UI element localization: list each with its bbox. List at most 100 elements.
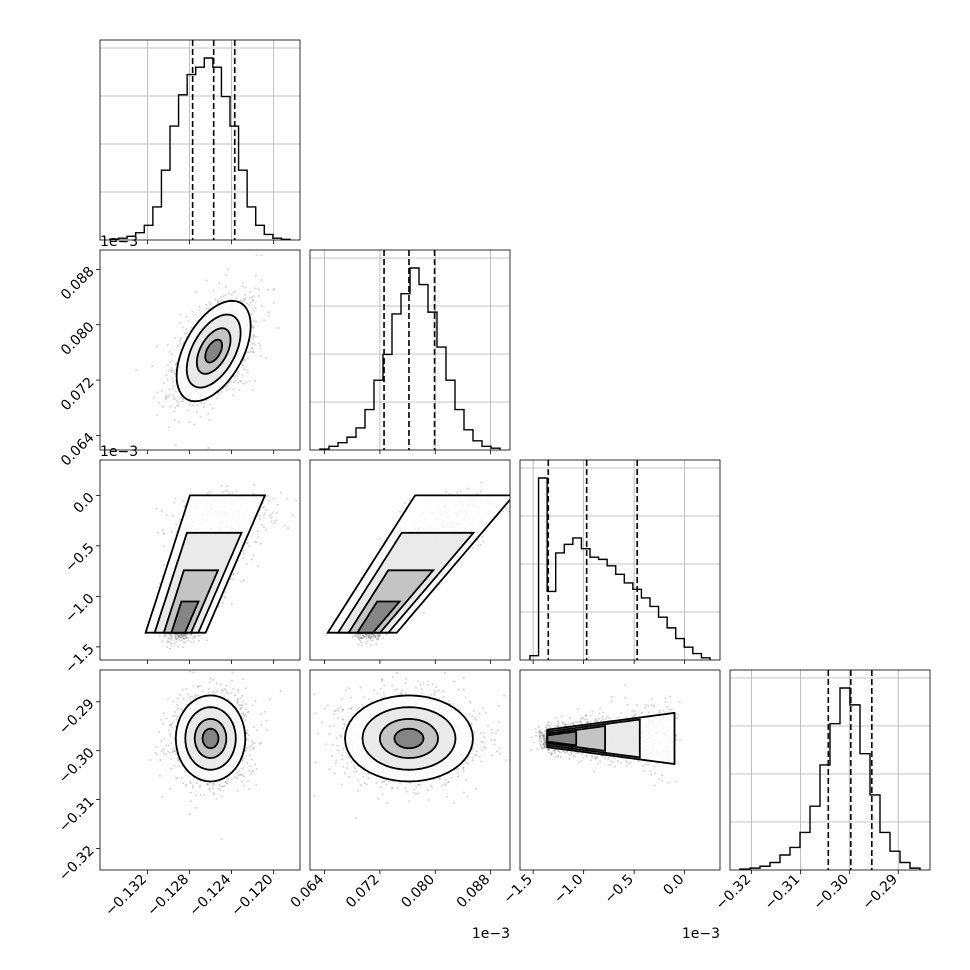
scatter-point bbox=[362, 635, 365, 638]
scatter-point bbox=[182, 398, 185, 401]
scatter-point bbox=[265, 494, 268, 497]
scatter-point bbox=[178, 639, 181, 642]
scatter-point bbox=[360, 641, 363, 644]
scatter-point bbox=[173, 398, 176, 401]
scatter-point bbox=[351, 636, 354, 639]
scatter-point bbox=[189, 781, 192, 784]
scatter-point bbox=[174, 633, 177, 636]
scatter-point bbox=[176, 633, 179, 636]
scatter-point bbox=[252, 746, 255, 749]
scatter-point bbox=[242, 365, 245, 368]
scatter-point bbox=[362, 634, 365, 637]
scatter-point bbox=[170, 644, 173, 647]
scatter-point bbox=[189, 633, 192, 636]
scatter-point bbox=[252, 335, 255, 338]
scatter-point bbox=[189, 640, 192, 643]
scatter-point bbox=[191, 310, 194, 313]
scatter-point bbox=[180, 396, 183, 399]
scatter-point bbox=[177, 635, 180, 638]
scatter-point bbox=[157, 401, 160, 404]
scatter-point bbox=[172, 750, 175, 753]
scatter-point bbox=[252, 326, 255, 329]
panel-content bbox=[520, 460, 720, 660]
scatter-point bbox=[222, 388, 225, 391]
scatter-point bbox=[232, 578, 235, 581]
scatter-point bbox=[476, 492, 479, 495]
scatter-point bbox=[251, 558, 254, 561]
scatter-point bbox=[356, 633, 359, 636]
scatter-point bbox=[180, 636, 183, 639]
scatter-point bbox=[173, 369, 176, 372]
scatter-point bbox=[179, 313, 182, 316]
scatter-point bbox=[165, 514, 168, 517]
scatter-point bbox=[365, 637, 368, 640]
scatter-point bbox=[257, 565, 260, 568]
scatter-point bbox=[252, 326, 255, 329]
scatter-point bbox=[253, 540, 256, 543]
scatter-point bbox=[480, 481, 483, 484]
scatter-point bbox=[182, 637, 185, 640]
histogram-step bbox=[319, 267, 501, 450]
scatter-point bbox=[164, 396, 167, 399]
scatter-point bbox=[254, 274, 257, 277]
scatter-point bbox=[155, 507, 158, 510]
panel-frame bbox=[309, 249, 511, 451]
scatter-point bbox=[162, 533, 165, 536]
scatter-point bbox=[252, 333, 255, 336]
scatter-point bbox=[239, 379, 242, 382]
scatter-point bbox=[250, 312, 253, 315]
scatter-point bbox=[180, 336, 183, 339]
scatter-point bbox=[379, 634, 382, 637]
scatter-point bbox=[286, 497, 289, 500]
scatter-point bbox=[356, 635, 359, 638]
scatter-point bbox=[272, 497, 275, 500]
scatter-point bbox=[185, 636, 188, 639]
scatter-point bbox=[368, 636, 371, 639]
scatter-point bbox=[246, 351, 249, 354]
scatter-point bbox=[359, 636, 362, 639]
scatter-point bbox=[250, 295, 253, 298]
scatter-point bbox=[372, 634, 375, 637]
scatter-point bbox=[174, 444, 177, 447]
scatter-point bbox=[170, 367, 173, 370]
histogram-step bbox=[529, 477, 711, 660]
scatter-point bbox=[365, 633, 368, 636]
scatter-point bbox=[250, 772, 253, 775]
scatter-point bbox=[358, 638, 361, 641]
scatter-point bbox=[215, 396, 218, 399]
scatter-point bbox=[170, 369, 173, 372]
scatter-point bbox=[183, 634, 186, 637]
scatter-point bbox=[163, 635, 166, 638]
scatter-point bbox=[160, 509, 163, 512]
scatter-point bbox=[226, 490, 229, 493]
scatter-point bbox=[182, 646, 185, 649]
scatter-point bbox=[200, 402, 203, 405]
scatter-point bbox=[177, 634, 180, 637]
scatter-point bbox=[163, 381, 166, 384]
scatter-point bbox=[167, 370, 170, 373]
scatter-point bbox=[173, 410, 176, 413]
scatter-point bbox=[262, 526, 265, 529]
scatter-point bbox=[237, 381, 240, 384]
scatter-point bbox=[173, 497, 176, 500]
scatter-point bbox=[374, 635, 377, 638]
scatter-point bbox=[216, 301, 219, 304]
scatter-point bbox=[369, 638, 372, 641]
scatter-point bbox=[162, 563, 165, 566]
scatter-point bbox=[248, 296, 251, 299]
contour-level bbox=[355, 600, 402, 634]
scatter-point bbox=[377, 634, 380, 637]
scatter-point bbox=[224, 591, 227, 594]
scatter-point bbox=[165, 398, 168, 401]
scatter-point bbox=[170, 369, 173, 372]
scatter-point bbox=[171, 514, 174, 517]
scatter-point bbox=[373, 633, 376, 636]
scatter-point bbox=[267, 494, 270, 497]
scatter-point bbox=[249, 290, 252, 293]
scatter-point bbox=[206, 639, 209, 642]
scatter-point bbox=[370, 636, 373, 639]
scatter-point bbox=[357, 643, 360, 646]
scatter-point bbox=[258, 518, 261, 521]
scatter-point bbox=[231, 491, 234, 494]
scatter-point bbox=[229, 578, 232, 581]
